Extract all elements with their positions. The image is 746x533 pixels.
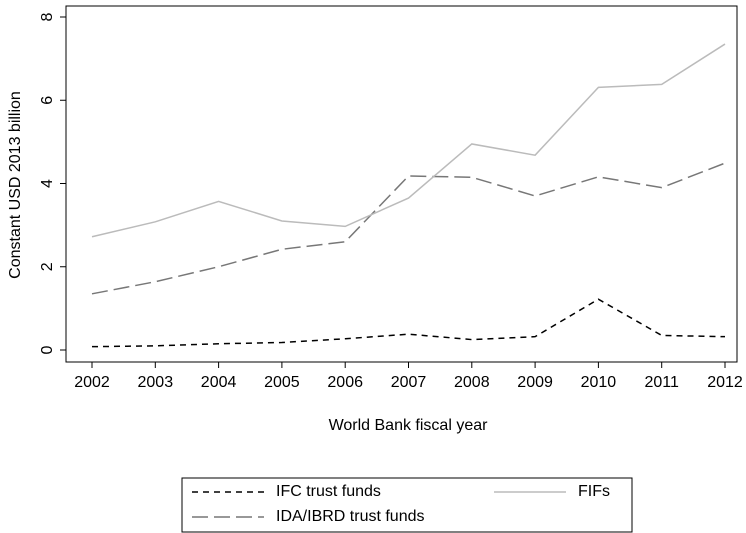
- y-tick-label: 8: [39, 12, 56, 21]
- y-tick-label: 2: [39, 262, 56, 271]
- x-tick-label: 2012: [707, 374, 743, 391]
- series-line: [91, 298, 726, 348]
- x-tick-label: 2002: [74, 374, 110, 391]
- x-tick-label: 2005: [264, 374, 300, 391]
- x-tick-label: 2010: [581, 374, 617, 391]
- y-axis-label: Constant USD 2013 billion: [7, 91, 24, 279]
- y-tick-label: 4: [39, 179, 56, 188]
- y-tick-label: 6: [39, 96, 56, 105]
- legend-box: [181, 477, 633, 533]
- x-tick-label: 2009: [517, 374, 553, 391]
- series-line: [91, 162, 726, 295]
- series-line: [91, 43, 726, 238]
- x-axis-label: World Bank fiscal year: [329, 417, 489, 434]
- x-tick-label: 2006: [327, 374, 363, 391]
- x-tick-label: 2011: [644, 374, 679, 391]
- legend-label: FIFs: [578, 483, 610, 500]
- legend-label: IFC trust funds: [276, 483, 381, 500]
- x-tick-label: 2003: [138, 374, 174, 391]
- x-tick-label: 2007: [391, 374, 427, 391]
- x-tick-label: 2008: [454, 374, 490, 391]
- y-tick-label: 0: [39, 345, 56, 354]
- x-tick-label: 2004: [201, 374, 237, 391]
- legend-label: IDA/IBRD trust funds: [276, 508, 425, 525]
